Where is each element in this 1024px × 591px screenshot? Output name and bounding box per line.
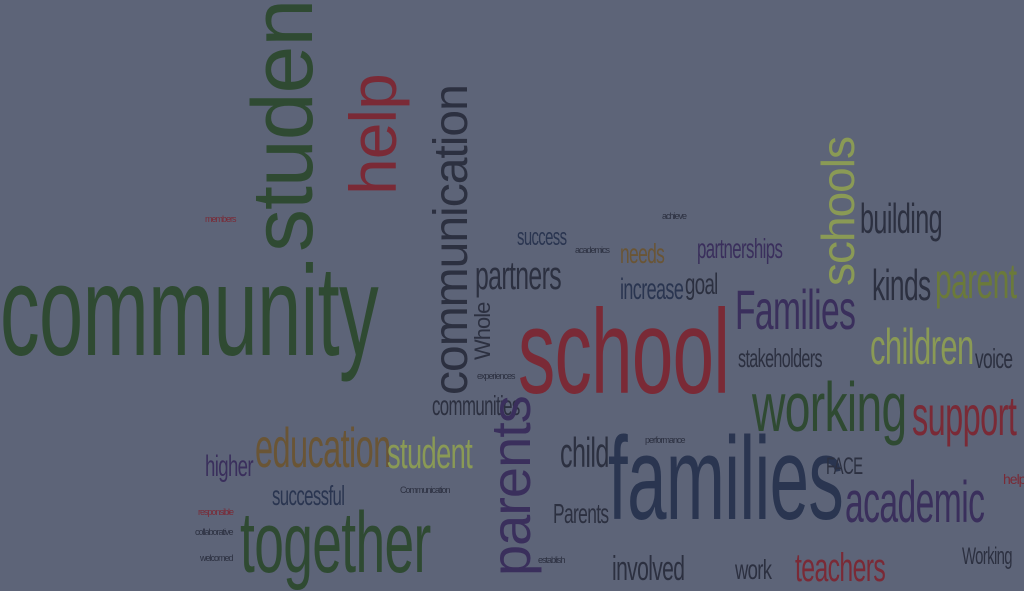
word-increase: increase <box>620 273 684 306</box>
word-experiences: experiences <box>477 371 516 381</box>
word-goal: goal <box>685 268 718 301</box>
word-achieve: achieve <box>662 211 687 221</box>
word-Whole: Whole <box>470 302 495 360</box>
word-parent: parent <box>935 253 1017 309</box>
word-welcomed: welcomed <box>200 553 234 563</box>
word-Families: Families <box>735 278 856 341</box>
word-communication: communication <box>425 85 478 395</box>
word-higher: higher <box>205 450 254 483</box>
word-members: members <box>205 214 237 224</box>
word-needs: needs <box>620 238 665 269</box>
word-kinds: kinds <box>872 261 931 310</box>
word-parents: parents <box>479 396 542 576</box>
word-partners: partners <box>475 254 562 298</box>
word-performance: performance <box>645 435 686 445</box>
word-academic: academic <box>845 470 985 535</box>
word-support: support <box>912 384 1017 447</box>
word-Working: Working <box>962 543 1013 570</box>
word-building: building <box>860 195 943 242</box>
word-student: student <box>387 429 473 478</box>
word-partnerships: partnerships <box>697 233 783 264</box>
word-responsible: responsible <box>198 507 234 517</box>
word-school: school <box>518 285 730 419</box>
word-students: students <box>235 0 331 252</box>
word-voice: voice <box>975 343 1013 374</box>
word-involved: involved <box>612 550 685 588</box>
word-help-small: help <box>1003 471 1024 487</box>
word-Parents: Parents <box>553 498 609 529</box>
word-collaborative: collaborative <box>195 527 234 537</box>
word-education: education <box>255 416 391 479</box>
word-together: together <box>240 495 431 591</box>
word-success: success <box>517 224 567 251</box>
word-working: working <box>752 368 907 446</box>
word-establish: establish <box>538 555 566 565</box>
word-work: work <box>735 554 772 585</box>
word-help: help <box>336 74 410 195</box>
word-academics: academics <box>575 245 610 255</box>
word-successful: successful <box>272 480 345 511</box>
word-communities: communities <box>432 390 520 421</box>
word-Communication: Communication <box>400 485 451 495</box>
word-teachers: teachers <box>795 546 886 590</box>
word-stakeholders: stakeholders <box>738 343 823 373</box>
word-schools: schools <box>812 137 864 286</box>
word-families: families <box>608 413 844 545</box>
word-child: child <box>560 429 609 476</box>
word-children: children <box>870 319 974 375</box>
word-community: community <box>0 240 379 383</box>
word-FACE: FACE <box>826 453 863 480</box>
